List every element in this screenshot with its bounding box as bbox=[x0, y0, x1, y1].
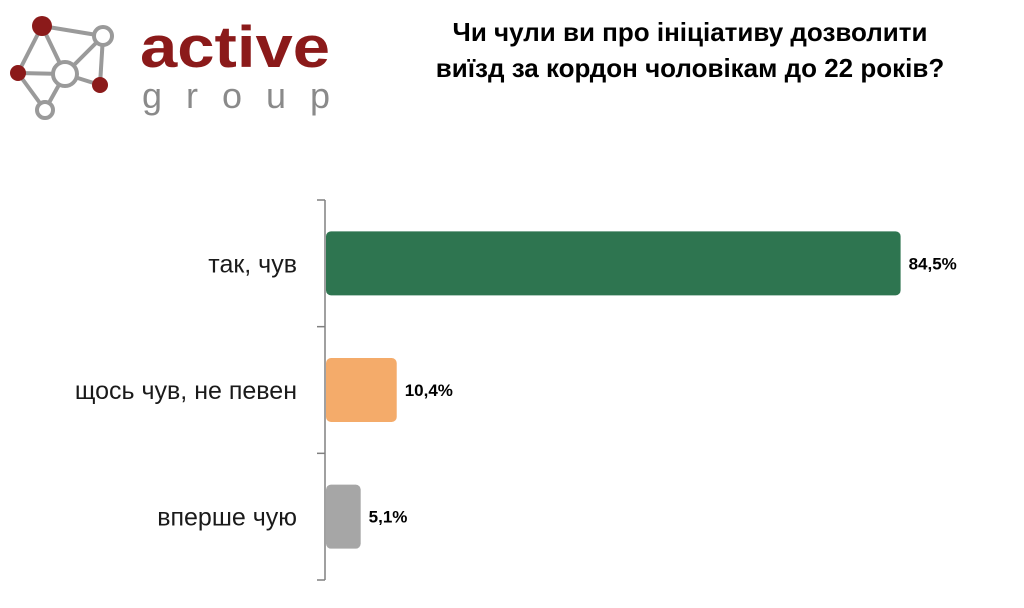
chart-title: Чи чули ви про ініціативу дозволити виїз… bbox=[370, 14, 1010, 86]
bar bbox=[326, 484, 361, 549]
data-label: 84,5% bbox=[909, 254, 957, 273]
network-logo-icon bbox=[16, 24, 114, 120]
category-label: так, чув bbox=[208, 250, 297, 278]
data-label: 10,4% bbox=[405, 381, 453, 400]
bar bbox=[326, 231, 901, 296]
chart-title-line-1: Чи чули ви про ініціативу дозволити bbox=[452, 17, 928, 47]
bar bbox=[326, 358, 397, 422]
category-label: вперше чую bbox=[157, 504, 297, 532]
active-group-logo: active group bbox=[10, 15, 330, 120]
logo-word-active: active bbox=[140, 15, 330, 80]
chart-title-line-2: виїзд за кордон чоловікам до 22 років? bbox=[435, 53, 945, 83]
data-label: 5,1% bbox=[369, 508, 408, 527]
category-label: щось чув, не певен bbox=[75, 377, 297, 405]
